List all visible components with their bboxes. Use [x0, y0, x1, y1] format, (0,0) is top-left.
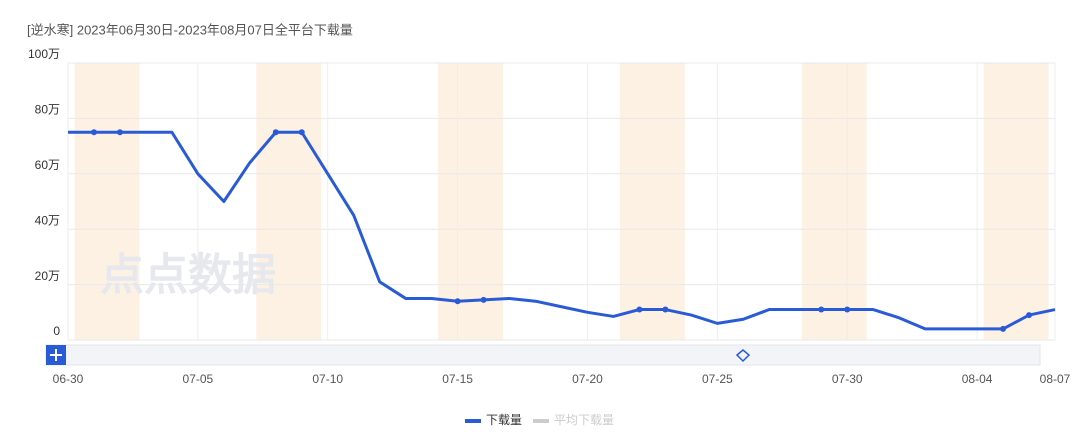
- weekend-band: [619, 63, 685, 340]
- y-tick-label: 0: [53, 324, 60, 338]
- chart-title: [逆水寒] 2023年06月30日-2023年08月07日全平台下载量: [27, 22, 353, 37]
- bands: [74, 63, 1049, 340]
- line: [68, 130, 1056, 331]
- zoom-slider[interactable]: [45, 344, 1041, 366]
- weekend-band: [256, 63, 322, 340]
- legend-label: 下载量: [486, 413, 522, 427]
- x-tick-label: 07-05: [183, 372, 214, 386]
- point: [1000, 325, 1007, 332]
- weekend-band: [438, 63, 504, 340]
- y-tick-label: 60万: [35, 158, 60, 172]
- weekend-band: [983, 63, 1049, 340]
- grid: [67, 62, 1056, 341]
- point: [298, 129, 305, 136]
- x-tick-label: 07-20: [572, 372, 603, 386]
- x-tick-label: 07-15: [442, 372, 473, 386]
- x-tick-label: 08-04: [962, 372, 993, 386]
- x-tick-label: 08-07: [1040, 372, 1071, 386]
- point: [636, 306, 643, 313]
- point: [1026, 312, 1033, 319]
- point: [116, 129, 123, 136]
- slider-handle[interactable]: [735, 349, 751, 363]
- x-tick-label: 07-25: [702, 372, 733, 386]
- point: [454, 298, 461, 305]
- point: [844, 306, 851, 313]
- weekend-band: [801, 63, 867, 340]
- point: [480, 296, 487, 303]
- plus-icon: [50, 349, 62, 361]
- legend-swatch: [533, 419, 549, 423]
- x-tick-label: 07-10: [312, 372, 343, 386]
- point: [662, 306, 669, 313]
- point: [818, 306, 825, 313]
- legend-swatch: [465, 419, 481, 423]
- weekend-band: [74, 63, 140, 340]
- watermark: 点点数据: [100, 251, 276, 300]
- y-tick-label: 20万: [35, 269, 60, 283]
- point: [90, 129, 97, 136]
- y-tick-label: 100万: [28, 47, 60, 61]
- y-tick-label: 80万: [35, 103, 60, 117]
- point: [272, 129, 279, 136]
- legend-label: 平均下载量: [554, 413, 614, 427]
- x-tick-label: 06-30: [53, 372, 84, 386]
- x-tick-label: 07-30: [832, 372, 863, 386]
- plot: [68, 129, 1056, 332]
- y-tick-label: 40万: [35, 213, 60, 227]
